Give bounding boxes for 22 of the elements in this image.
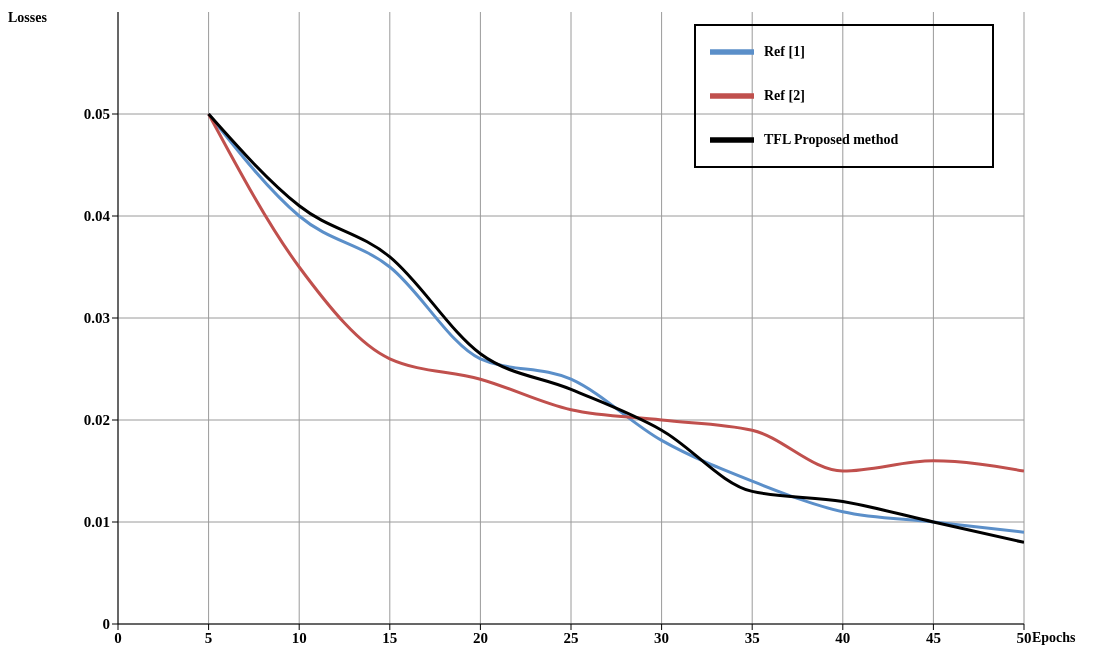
y-tick-label: 0.02 [83, 412, 110, 429]
y-tick-label: 0 [102, 616, 110, 633]
x-tick-label: 10 [291, 629, 307, 646]
legend-label: Ref [1] [764, 43, 805, 59]
x-tick-label: 25 [563, 629, 579, 646]
x-tick-label: 50 [1016, 629, 1032, 646]
y-tick-label: 0.05 [83, 106, 110, 123]
x-axis-title: Epochs [1032, 630, 1076, 646]
x-tick-label: 45 [925, 629, 941, 646]
x-tick-label: 5 [204, 629, 213, 646]
y-tick-label: 0.01 [83, 514, 110, 531]
legend-label: Ref [2] [764, 87, 805, 103]
legend-label: TFL Proposed method [764, 131, 899, 147]
x-tick-label: 30 [654, 629, 670, 646]
x-tick-label: 35 [744, 629, 760, 646]
x-tick-label: 15 [382, 629, 398, 646]
x-tick-label: 0 [114, 629, 122, 646]
x-tick-label: 20 [472, 629, 488, 646]
y-tick-label: 0.03 [83, 310, 110, 327]
y-axis-title: Losses [8, 10, 47, 26]
x-tick-label: 40 [835, 629, 851, 646]
y-tick-label: 0.04 [83, 208, 111, 225]
